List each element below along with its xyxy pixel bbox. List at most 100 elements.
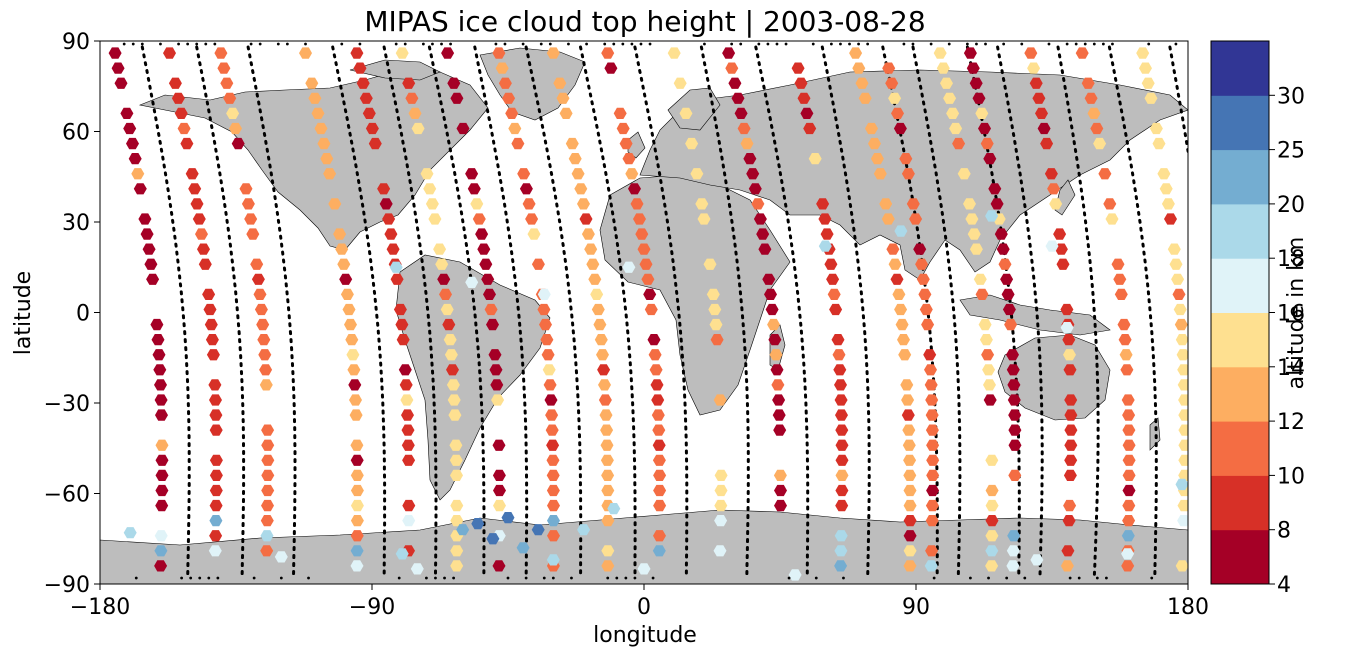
polar-sample-dot (842, 576, 845, 580)
orbit-track-line (246, 45, 297, 580)
cloud-top-point (323, 168, 337, 180)
cloud-top-point (581, 228, 595, 240)
cloud-top-point (888, 258, 902, 270)
cloud-top-point (359, 92, 373, 104)
cloud-top-point (590, 288, 604, 300)
cloud-top-point (622, 153, 636, 165)
cloud-top-point (643, 288, 657, 300)
cloud-top-point (902, 424, 916, 436)
cloud-top-point (651, 409, 665, 421)
cloud-top-point (577, 524, 591, 536)
polar-sample-dot (213, 42, 217, 46)
cloud-top-point (973, 273, 987, 285)
polar-sample-dot (131, 42, 135, 46)
cloud-top-point (441, 47, 455, 59)
cloud-top-point (616, 122, 630, 135)
colorbar-tick-label: 18 (1277, 247, 1305, 272)
polar-sample-dot (542, 576, 546, 580)
cloud-top-point (652, 545, 666, 557)
cloud-top-point (508, 122, 522, 135)
cloud-top-point (154, 530, 168, 542)
polar-sample-dot (1068, 576, 1072, 580)
cloud-top-point (223, 92, 237, 104)
cloud-top-point (217, 62, 231, 74)
cloud-top-point (144, 258, 158, 270)
cloud-top-point (737, 122, 751, 135)
cloud-top-point (401, 439, 415, 451)
cloud-top-point (969, 77, 983, 89)
polar-sample-dot (624, 576, 628, 580)
cloud-top-point (924, 364, 937, 376)
cloud-top-point (209, 469, 223, 481)
cloud-top-point (1172, 288, 1186, 300)
cloud-top-point (1122, 515, 1136, 527)
cloud-top-point (180, 137, 194, 150)
cloud-top-point (490, 379, 504, 391)
cloud-top-point (342, 303, 356, 316)
cloud-top-point (900, 379, 914, 391)
polar-sample-dot (524, 576, 528, 580)
cloud-top-point (204, 318, 218, 331)
orbit-track-line (1168, 45, 1188, 161)
cloud-top-point (492, 469, 506, 481)
polar-sample-dot (134, 576, 138, 580)
y-axis-label: latitude (11, 271, 36, 355)
cloud-top-point (311, 107, 325, 119)
cloud-top-point (855, 77, 869, 89)
colorbar-segment (1211, 41, 1269, 96)
polar-sample-dot (757, 42, 761, 46)
polar-sample-dot (814, 576, 818, 580)
cloud-top-point (925, 499, 939, 512)
polar-sample-dot (929, 42, 933, 46)
cloud-top-point (835, 484, 849, 497)
cloud-top-point (649, 364, 663, 376)
cloud-top-point (205, 334, 219, 346)
orbit-track-line (996, 45, 1044, 580)
cloud-top-point (903, 454, 917, 466)
cloud-top-point (731, 92, 745, 104)
x-tick-label: −90 (349, 595, 395, 620)
cloud-top-point (241, 198, 255, 210)
cloud-top-point (1008, 409, 1022, 421)
cloud-top-point (1032, 92, 1046, 104)
cloud-top-point (1063, 499, 1077, 512)
cloud-top-point (253, 288, 267, 300)
cloud-top-point (1004, 318, 1018, 331)
x-tick-label: 180 (1167, 595, 1209, 620)
polar-sample-dot (304, 42, 307, 46)
cloud-top-point (1103, 198, 1117, 210)
cloud-top-point (261, 499, 274, 512)
cloud-top-point (449, 454, 463, 466)
cloud-top-point (531, 258, 545, 270)
polar-sample-dot (443, 576, 446, 580)
cloud-top-point (808, 153, 822, 165)
polar-sample-dot (911, 42, 915, 46)
cloud-top-point (465, 168, 479, 180)
cloud-top-point (131, 168, 145, 180)
cloud-top-point (444, 349, 458, 361)
cloud-top-point (653, 499, 667, 512)
cloud-top-point (652, 439, 666, 451)
cloud-top-point (501, 512, 515, 524)
cloud-top-point (209, 515, 223, 527)
colorbar-tick-label: 14 (1277, 356, 1305, 381)
cloud-top-point (379, 198, 393, 210)
cloud-top-point (328, 198, 342, 210)
cloud-top-point (983, 153, 997, 165)
cloud-top-point (389, 261, 403, 273)
cloud-top-point (852, 62, 866, 74)
y-tick-label: 60 (62, 121, 90, 146)
polar-sample-dot (1150, 576, 1154, 580)
x-tick-label: −180 (70, 595, 130, 620)
y-tick-label: 30 (62, 211, 90, 236)
cloud-top-point (333, 228, 347, 240)
cloud-top-point (402, 499, 416, 512)
cloud-top-point (198, 258, 212, 270)
cloud-top-point (1177, 379, 1188, 391)
colorbar-segment (1211, 95, 1269, 151)
cloud-top-point (155, 484, 169, 497)
cloud-top-point (983, 379, 996, 391)
cloud-top-point (753, 213, 767, 225)
cloud-top-point (511, 137, 525, 150)
cloud-top-point (619, 137, 633, 150)
